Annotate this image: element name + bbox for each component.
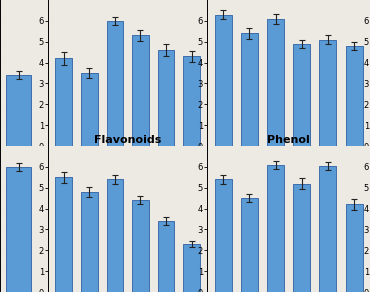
- Bar: [319, 40, 336, 146]
- Bar: [158, 50, 174, 146]
- Bar: [81, 73, 98, 146]
- Bar: [183, 56, 200, 146]
- Title: Flavonoids: Flavonoids: [94, 135, 161, 145]
- Bar: [107, 179, 123, 292]
- Bar: [132, 35, 149, 146]
- Bar: [56, 177, 72, 292]
- Bar: [293, 184, 310, 292]
- Bar: [346, 204, 363, 292]
- Bar: [215, 15, 232, 146]
- Bar: [7, 75, 30, 146]
- Bar: [107, 21, 123, 146]
- Bar: [56, 58, 72, 146]
- Bar: [267, 165, 284, 292]
- Bar: [183, 244, 200, 292]
- Bar: [319, 166, 336, 292]
- Bar: [241, 33, 258, 146]
- Text: ns: ns: [50, 18, 65, 27]
- Bar: [81, 192, 98, 292]
- Bar: [346, 46, 363, 146]
- Bar: [158, 221, 174, 292]
- Bar: [267, 19, 284, 146]
- Bar: [293, 44, 310, 146]
- Bar: [132, 200, 149, 292]
- Title: Phenol: Phenol: [267, 135, 310, 145]
- Bar: [241, 198, 258, 292]
- Bar: [7, 167, 30, 292]
- Bar: [215, 179, 232, 292]
